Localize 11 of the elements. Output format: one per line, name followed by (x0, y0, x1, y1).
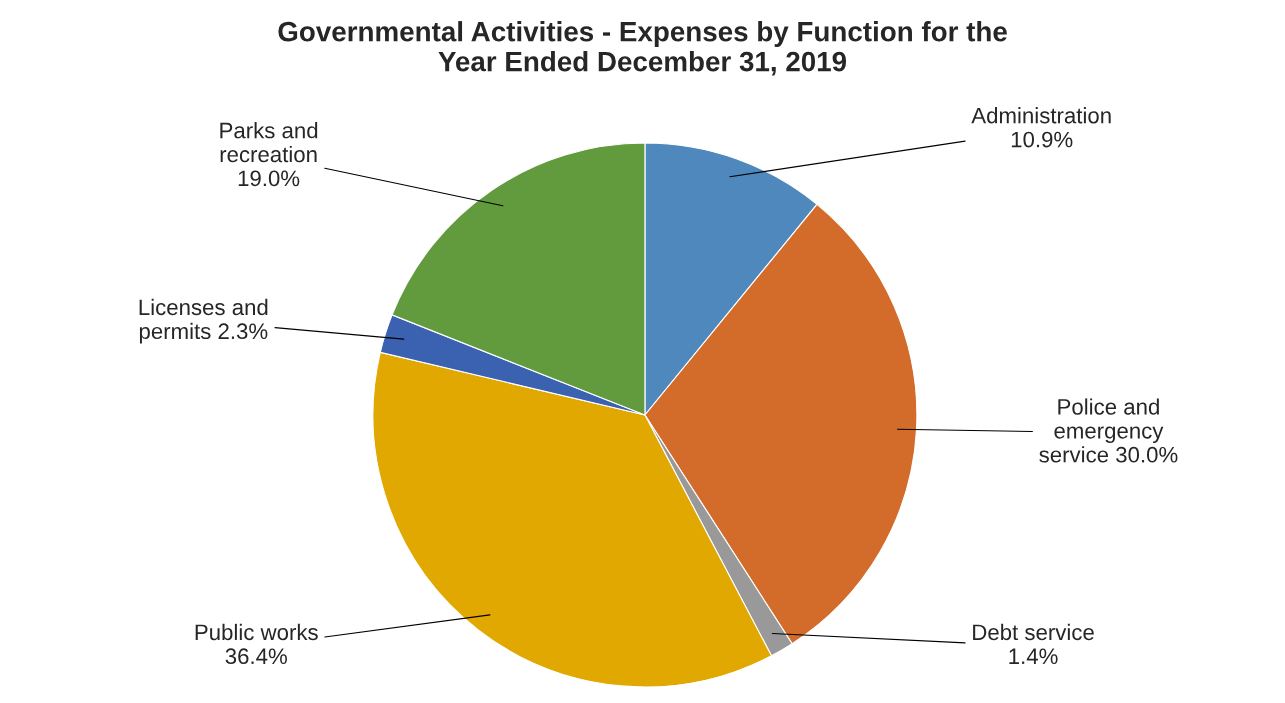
slice-label: Police and emergency service 30.0% (1039, 398, 1178, 463)
slice-label: Licenses and permits 2.3% (139, 298, 268, 344)
slice-label: Public works (195, 623, 318, 641)
slice-label: Debt service (973, 623, 1094, 641)
data-label: 19.0% (238, 170, 300, 187)
data-label: 1.4% (1009, 648, 1058, 665)
slice-label: Parks and recreation (220, 122, 318, 163)
chart-title: Governmental Activities - Expenses by Function for the Year Ended December 31, 2019 (278, 21, 1007, 76)
slice-label: Administration (971, 107, 1111, 124)
data-label: 36.4% (225, 648, 287, 665)
data-label: 10.9% (1011, 131, 1073, 148)
